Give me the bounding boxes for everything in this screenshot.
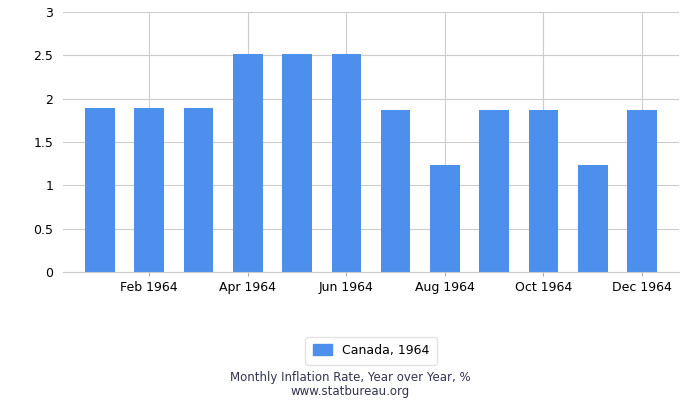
Legend: Canada, 1964: Canada, 1964 <box>305 336 437 364</box>
Bar <box>85 108 115 272</box>
Bar <box>627 110 657 272</box>
Bar <box>578 164 608 272</box>
Bar <box>183 108 214 272</box>
Text: www.statbureau.org: www.statbureau.org <box>290 385 410 398</box>
Bar <box>332 54 361 272</box>
Bar <box>282 54 312 272</box>
Bar <box>480 110 509 272</box>
Bar <box>528 110 559 272</box>
Bar <box>233 54 262 272</box>
Bar <box>381 110 410 272</box>
Text: Monthly Inflation Rate, Year over Year, %: Monthly Inflation Rate, Year over Year, … <box>230 372 470 384</box>
Bar <box>134 108 164 272</box>
Bar <box>430 164 460 272</box>
